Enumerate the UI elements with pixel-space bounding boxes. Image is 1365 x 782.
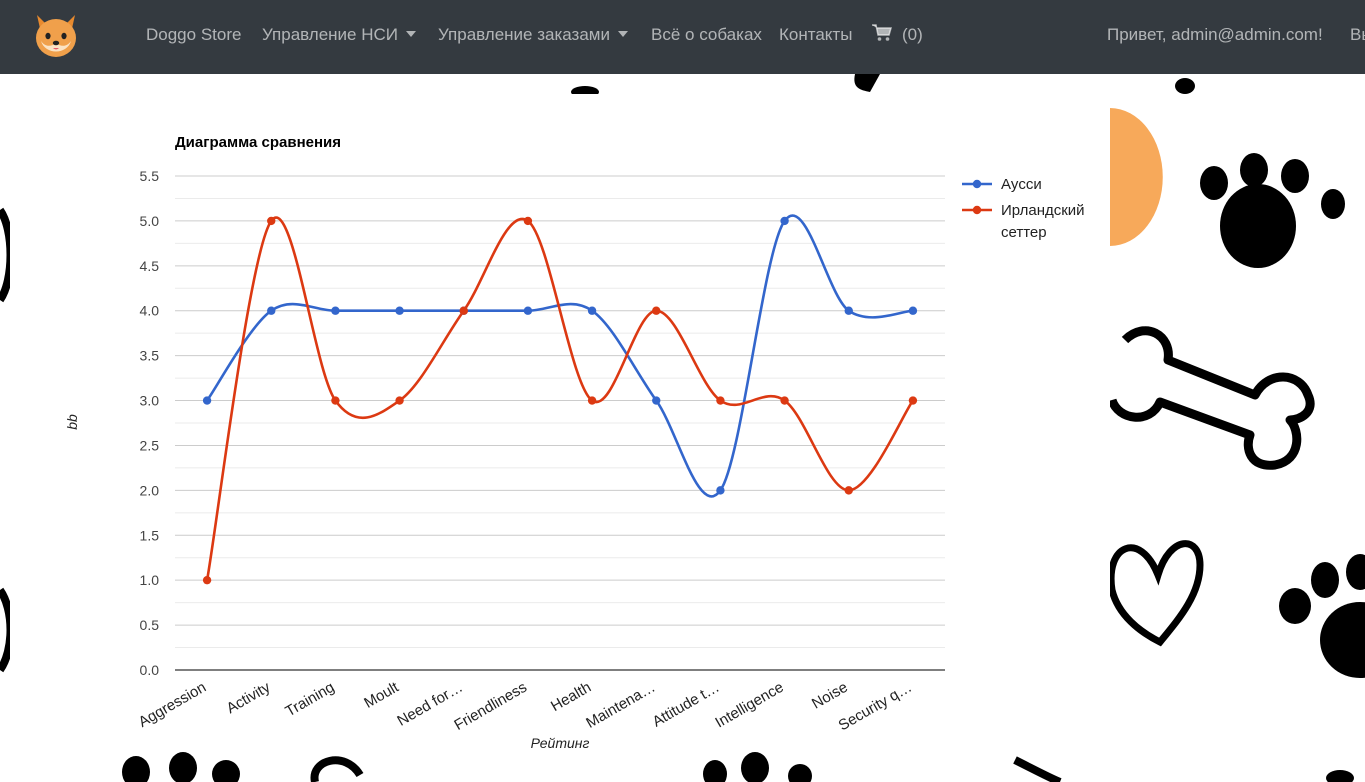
- paw-icon: [1200, 153, 1345, 268]
- nav-dropdown-nsi-label: Управление НСИ: [262, 25, 398, 44]
- data-point-series-2[interactable]: [587, 396, 597, 405]
- grid-lines: [175, 175, 945, 671]
- legend-label-2: сеттер: [1001, 224, 1047, 241]
- y-tick-label: 4.0: [140, 303, 160, 319]
- data-point-series-1[interactable]: [202, 396, 212, 405]
- data-point-series-1[interactable]: [844, 306, 853, 315]
- x-tick-label: Attitude t…: [650, 679, 723, 731]
- data-point-series-1[interactable]: [267, 306, 276, 315]
- series-line-2: [205, 216, 914, 581]
- data-point-series-2[interactable]: [844, 486, 853, 495]
- data-point-series-2[interactable]: [652, 306, 661, 315]
- y-axis-label: bb: [64, 414, 80, 430]
- legend-label-1: Ауcси: [1001, 176, 1042, 193]
- data-point-series-1[interactable]: [523, 306, 533, 315]
- logout-link[interactable]: Вы: [1350, 25, 1365, 44]
- cart-icon: [872, 24, 892, 41]
- legend-label-2: Ирландский: [1001, 202, 1085, 219]
- data-point-series-2[interactable]: [202, 575, 212, 585]
- nav-dropdown-nsi[interactable]: Управление НСИ: [262, 0, 416, 74]
- user-greeting[interactable]: Привет, admin@admin.com!: [1107, 25, 1323, 44]
- nav-dropdown-orders-label: Управление заказами: [438, 25, 610, 44]
- data-points: [202, 216, 918, 585]
- x-tick-label: Noise: [809, 679, 851, 713]
- x-axis-label: Рейтинг: [531, 735, 590, 751]
- x-tick-label: Intelligence: [712, 679, 786, 732]
- x-tick-label: Aggression: [136, 679, 209, 731]
- x-tick-label: Activity: [224, 678, 274, 717]
- data-point-series-1[interactable]: [331, 306, 340, 315]
- cart-link[interactable]: (0): [872, 0, 923, 74]
- data-point-series-2[interactable]: [459, 306, 468, 315]
- x-tick-label: Training: [282, 679, 337, 721]
- comparison-line-chart: 0.0 0.5 1.0 1.5 2.0 2.5 3.0 3.5 4.0 4.5 5.0 5.5 Agg…: [64, 134, 1085, 751]
- data-point-series-1[interactable]: [395, 306, 404, 315]
- y-tick-label: 2.5: [140, 437, 160, 453]
- y-tick-label: 1.0: [140, 572, 160, 588]
- data-point-series-1[interactable]: [908, 306, 918, 315]
- y-tick-label: 0.5: [140, 617, 160, 633]
- caret-down-icon: [406, 31, 416, 37]
- y-tick-label: 5.0: [140, 213, 160, 229]
- y-tick-label: 0.0: [140, 662, 160, 678]
- nav-dropdown-orders[interactable]: Управление заказами: [438, 0, 628, 74]
- y-tick-label: 2.0: [140, 482, 160, 498]
- chart-legend: Ауcси Ирландский сеттер: [962, 176, 1085, 241]
- data-point-series-2[interactable]: [267, 216, 276, 226]
- top-navbar: Doggo Store Управление НСИ Управление за…: [0, 0, 1365, 74]
- x-tick-label: Friendliness: [451, 679, 530, 734]
- data-point-series-2[interactable]: [395, 396, 404, 405]
- series-lines: [205, 214, 914, 581]
- legend-marker-2: [972, 205, 982, 215]
- data-point-series-2[interactable]: [908, 396, 918, 405]
- data-point-series-2[interactable]: [716, 396, 725, 405]
- y-tick-label: 5.5: [140, 168, 160, 184]
- y-tick-label: 1.5: [140, 527, 160, 543]
- heart-icon: [1107, 540, 1204, 647]
- data-point-series-1[interactable]: [716, 486, 725, 495]
- x-tick-label: Health: [548, 679, 594, 715]
- data-point-series-2[interactable]: [780, 396, 789, 405]
- bone-icon: [1107, 326, 1315, 470]
- shiba-dog-icon[interactable]: [33, 11, 79, 59]
- data-point-series-2[interactable]: [523, 216, 533, 226]
- chart-title: Диаграмма сравнения: [175, 134, 341, 151]
- comparison-chart-card: 0.0 0.5 1.0 1.5 2.0 2.5 3.0 3.5 4.0 4.5 5.0 5.5 Agg…: [10, 94, 1110, 752]
- ball-icon: [1110, 108, 1163, 246]
- legend-marker-1: [972, 179, 982, 189]
- x-tick-label: Maintena…: [583, 679, 658, 732]
- cart-count: (0): [902, 25, 923, 44]
- paw-icon: [1279, 554, 1365, 678]
- data-point-series-2[interactable]: [331, 396, 340, 405]
- y-tick-label: 3.5: [140, 348, 160, 364]
- x-tick-label: Security q…: [836, 679, 915, 735]
- data-point-series-1[interactable]: [652, 396, 661, 405]
- data-point-series-1[interactable]: [780, 216, 789, 226]
- caret-down-icon: [617, 31, 628, 37]
- brand-link[interactable]: Doggo Store: [146, 25, 242, 44]
- y-axis-ticks: 0.0 0.5 1.0 1.5 2.0 2.5 3.0 3.5 4.0 4.5 5.0 5.5: [140, 168, 160, 678]
- x-tick-label: Moult: [361, 678, 402, 711]
- nav-link-about-dogs[interactable]: Всё о собаках: [651, 25, 762, 44]
- y-tick-label: 4.5: [140, 258, 160, 274]
- nav-link-contacts[interactable]: Контакты: [779, 25, 853, 44]
- y-tick-label: 3.0: [140, 393, 160, 409]
- data-point-series-1[interactable]: [587, 306, 597, 315]
